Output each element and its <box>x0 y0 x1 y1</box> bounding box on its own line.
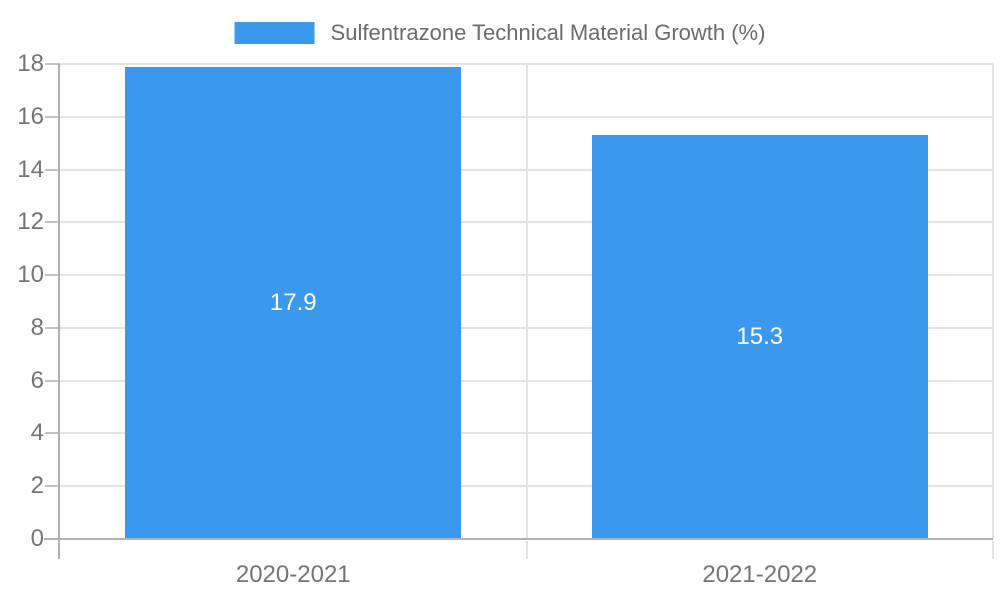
y-tick <box>45 274 60 277</box>
legend-label: Sulfentrazone Technical Material Growth … <box>330 20 766 45</box>
y-axis-label: 4 <box>30 419 44 447</box>
x-gridline <box>992 64 994 539</box>
bar-value-label: 17.9 <box>269 288 317 316</box>
y-axis-label: 12 <box>17 208 44 236</box>
y-axis-label: 6 <box>30 366 44 394</box>
y-axis-label: 16 <box>17 102 44 130</box>
y-axis-line <box>58 64 60 559</box>
y-axis-label: 8 <box>30 313 44 341</box>
bar-value-label: 15.3 <box>736 323 784 351</box>
y-tick <box>45 326 60 329</box>
y-axis-label: 10 <box>17 261 44 289</box>
y-axis-label: 2 <box>30 472 44 500</box>
y-axis-label: 18 <box>17 50 44 77</box>
y-axis-label: 0 <box>30 525 44 552</box>
y-tick <box>45 63 60 65</box>
bar[interactable] <box>125 66 462 539</box>
y-tick <box>45 379 60 382</box>
x-gridline <box>525 64 528 539</box>
legend: Sulfentrazone Technical Material Growth … <box>234 20 766 46</box>
y-tick <box>45 168 60 171</box>
y-tick <box>45 432 60 435</box>
legend-swatch <box>234 22 315 44</box>
y-tick <box>45 115 60 118</box>
y-tick <box>45 221 60 224</box>
x-tick <box>525 541 528 559</box>
x-axis-label: 2021-2022 <box>702 561 818 588</box>
x-tick <box>992 541 994 559</box>
y-axis-label: 14 <box>17 155 44 183</box>
bar[interactable] <box>591 135 928 539</box>
x-axis-line <box>44 538 993 540</box>
x-axis-label: 2020-2021 <box>235 561 351 588</box>
y-tick <box>45 485 60 488</box>
